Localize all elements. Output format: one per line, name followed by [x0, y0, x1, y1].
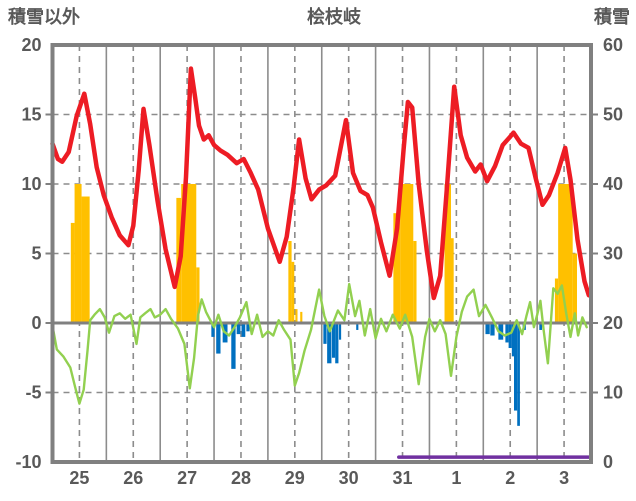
right-axis-tick-label: 10 [603, 383, 623, 403]
left-axis-tick-label: 5 [31, 244, 41, 264]
right-axis-tick-label: 60 [603, 35, 623, 55]
blue-bars-bar [331, 323, 336, 358]
x-axis-tick-label: 27 [177, 468, 197, 488]
left-axis-title: 積雪以外 [8, 7, 80, 27]
blue-bars-bar [490, 323, 495, 336]
blue-bars-bar [511, 323, 514, 357]
x-axis-tick-label: 2 [505, 468, 515, 488]
blue-bars-bar [236, 323, 241, 335]
right-axis-title: 積雪 [594, 7, 630, 27]
orange-bars-bar [400, 184, 414, 323]
blue-bars-bar [335, 323, 339, 364]
blue-bars-bar [338, 323, 342, 340]
x-axis-tick-label: 30 [339, 468, 359, 488]
x-axis-tick-label: 3 [559, 468, 569, 488]
orange-bars-bar [554, 278, 559, 323]
orange-bars-bar [288, 240, 292, 323]
orange-bars-bar [393, 213, 401, 323]
left-axis-tick-label: -5 [25, 383, 41, 403]
orange-bars-bar [74, 184, 82, 323]
orange-bars-bar [300, 311, 303, 323]
blue-bars-bar [485, 323, 490, 335]
blue-bars-bar [327, 323, 332, 364]
right-axis-tick-label: 0 [603, 452, 613, 472]
orange-bars-bar [70, 222, 75, 323]
blue-bars-bar [539, 323, 542, 330]
blue-bars-bar [211, 323, 215, 337]
x-axis-tick-label: 29 [285, 468, 305, 488]
orange-bars-bar [572, 253, 577, 323]
blue-bars-bar [498, 323, 504, 340]
x-axis-tick-label: 25 [69, 468, 89, 488]
blue-bars-bar [323, 323, 327, 344]
orange-bars-bar [450, 238, 454, 323]
blue-bars-bar [513, 323, 518, 411]
green-line [51, 282, 588, 405]
right-axis-tick-label: 20 [603, 313, 623, 333]
left-axis-tick-label: -10 [15, 452, 41, 472]
orange-bars-bar [291, 261, 295, 323]
x-axis-tick-label: 31 [393, 468, 413, 488]
orange-bars-bar [444, 184, 451, 323]
right-axis-tick-label: 40 [603, 174, 623, 194]
blue-bars-bar [517, 323, 520, 426]
x-axis-tick-label: 26 [123, 468, 143, 488]
left-axis-tick-label: 10 [21, 174, 41, 194]
blue-bars-bar [241, 323, 246, 337]
left-axis-tick-label: 20 [21, 35, 41, 55]
blue-bars-bar [508, 323, 512, 349]
x-axis-tick-label: 28 [231, 468, 251, 488]
orange-bars-bar [81, 196, 90, 323]
blue-bars-bar [356, 323, 359, 330]
left-axis-tick-label: 15 [21, 105, 41, 125]
blue-bars-bar [246, 323, 250, 332]
blue-bars-bar [231, 323, 236, 369]
blue-bars-bar [216, 323, 221, 354]
blue-bars-bar [505, 323, 509, 343]
orange-bars-bar [413, 240, 417, 323]
left-axis-tick-label: 0 [31, 313, 41, 333]
red-line [50, 66, 592, 301]
x-axis-tick-label: 1 [451, 468, 461, 488]
chart-title: 桧枝岐 [307, 7, 361, 27]
right-axis-tick-label: 30 [603, 244, 623, 264]
orange-bars-bar [295, 309, 298, 323]
right-axis-tick-label: 50 [603, 105, 623, 125]
orange-bars-bar [196, 267, 200, 323]
